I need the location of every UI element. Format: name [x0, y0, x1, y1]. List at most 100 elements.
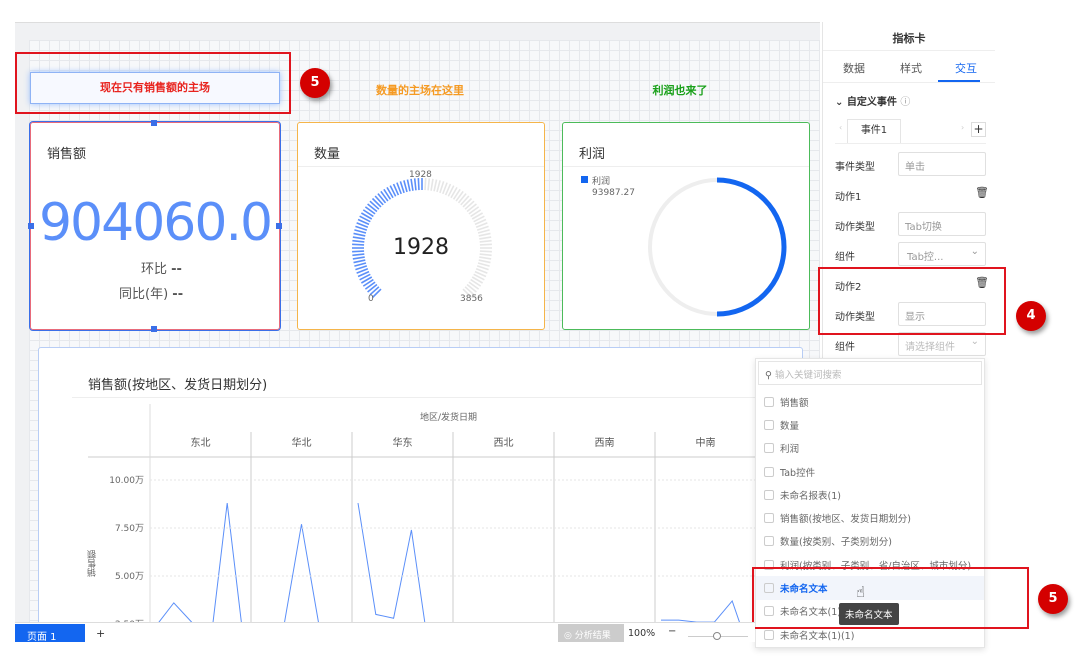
option-label: Tab控件 [780, 467, 816, 479]
action2-type-field[interactable]: 显示 [898, 302, 986, 326]
text-widget-sales[interactable]: 现在只有销售额的主场 [30, 72, 280, 104]
gauge-card-quantity[interactable]: 数量 1928 1928 0 3856 [297, 122, 545, 330]
checkbox[interactable] [764, 419, 774, 430]
card-title: 销售额 [47, 147, 87, 162]
dropdown-option[interactable]: 未命名文本(1) [756, 600, 984, 623]
gauge-tick [468, 206, 480, 215]
event-type-field[interactable]: 单击 [898, 152, 986, 176]
gauge-tick [460, 195, 470, 206]
checkbox[interactable] [764, 489, 774, 500]
gauge-tick [479, 243, 492, 246]
gauge-tick [424, 178, 427, 191]
checkbox[interactable] [764, 559, 774, 570]
gauge-tick [360, 212, 373, 220]
mom-label: 环比 [141, 262, 168, 277]
trash-icon[interactable]: 🗑 [975, 276, 989, 289]
gauge-tick [466, 283, 477, 293]
gauge-tick [369, 200, 380, 210]
gauge-tick [360, 276, 373, 284]
gauge-tick [356, 222, 369, 228]
checkbox[interactable] [764, 443, 774, 454]
dropdown-option[interactable]: 数量(按类别、子类别划分) [756, 530, 984, 553]
gauge-tick [479, 239, 492, 243]
section-custom-events[interactable]: ⌄ 自定义事件 ⓘ [835, 93, 910, 108]
resize-handle[interactable] [276, 223, 282, 229]
resize-handle[interactable] [151, 326, 157, 332]
dropdown-option[interactable]: 销售额(按地区、发货日期划分) [756, 506, 984, 529]
dropdown-option[interactable]: 未命名文本 [756, 576, 984, 600]
gauge-tick [477, 229, 490, 234]
kpi-card-sales[interactable]: 销售额 904060.0 环比 -- 同比(年) -- [28, 120, 282, 332]
tab-style[interactable]: 样式 [900, 62, 922, 75]
event-tab-1[interactable]: 事件1 [847, 119, 901, 143]
resize-handle[interactable] [28, 223, 34, 229]
checkbox[interactable] [764, 536, 774, 547]
analysis-result-button[interactable]: ◎ 分析结果 [558, 624, 624, 642]
checkbox[interactable] [764, 513, 774, 524]
gauge-tick [352, 243, 365, 246]
gauge-tick [417, 178, 420, 191]
gauge-tick [427, 178, 431, 191]
dropdown-option[interactable]: 利润 [756, 437, 984, 460]
action1-component-select[interactable]: Tab控... ⌄ [898, 242, 986, 266]
line-chart-card[interactable] [38, 347, 803, 627]
add-event-button[interactable]: + [971, 122, 986, 137]
action2-component-select[interactable]: 请选择组件 ⌄ [898, 332, 986, 356]
series-line-0 [158, 502, 242, 622]
gauge-tick [353, 259, 366, 264]
checkbox[interactable] [764, 396, 774, 407]
gauge-tick [444, 183, 452, 196]
resize-handle[interactable] [151, 120, 157, 126]
zoom-slider-handle[interactable] [713, 632, 721, 640]
series-line-2 [357, 502, 426, 622]
dropdown-option[interactable]: 数量 [756, 413, 984, 436]
zoom-out-button[interactable]: − [668, 626, 677, 637]
checkbox[interactable] [764, 606, 774, 617]
ring-card-profit[interactable]: 利润 利润 93987.27 [562, 122, 810, 330]
dropdown-option[interactable]: 销售额 [756, 390, 984, 413]
gauge-tick [354, 229, 367, 234]
gauge-min-label: 0 [368, 294, 374, 304]
yoy-label: 同比(年) [119, 287, 169, 302]
page-tab-1[interactable]: 页面 1 [15, 624, 85, 643]
action1-label: 动作1 [835, 192, 862, 203]
gauge-tick [364, 206, 376, 215]
dropdown-search-input[interactable]: ⚲ 输入关键词搜索 [758, 361, 982, 385]
text-widget-profit[interactable]: 利润也来了 [652, 84, 708, 97]
gauge-tick [355, 225, 368, 231]
gauge-tick [352, 239, 365, 243]
checkbox[interactable] [764, 466, 774, 477]
gauge-tick [474, 218, 487, 226]
card-title: 利润 [579, 147, 606, 162]
action1-type-field[interactable]: Tab切换 [898, 212, 986, 236]
gauge-chart [352, 178, 492, 299]
scroll-left-icon[interactable]: ‹ [839, 123, 843, 132]
checkbox[interactable] [764, 583, 774, 594]
add-page-button[interactable]: + [96, 627, 106, 640]
gauge-tick [367, 203, 378, 213]
help-icon[interactable]: ⓘ [900, 97, 911, 108]
tab-interaction[interactable]: 交互 [955, 62, 977, 75]
gauge-tick [475, 268, 488, 274]
gauge-tick [470, 278, 482, 287]
text-widget-quantity[interactable]: 数量的主场在这里 [376, 84, 464, 97]
ring-chart [648, 177, 787, 317]
component-label: 组件 [835, 252, 855, 263]
chevron-down-icon: ⌄ [970, 246, 979, 257]
analysis-label: 分析结果 [574, 631, 611, 641]
gauge-tick [413, 178, 417, 191]
legend-value: 93987.27 [592, 188, 635, 198]
dropdown-option[interactable]: 利润(按类别、子类别、省/自治区、城市划分) [756, 553, 984, 576]
trash-icon[interactable]: 🗑 [975, 186, 989, 199]
checkbox[interactable] [764, 629, 774, 640]
tab-data[interactable]: 数据 [843, 62, 865, 75]
category-label: 中南 [696, 436, 716, 449]
dropdown-option[interactable]: 未命名报表(1) [756, 483, 984, 506]
legend-label: 利润 [592, 177, 611, 187]
gauge-tick [476, 225, 489, 231]
dropdown-option[interactable]: 未命名文本(1)(1) [756, 623, 984, 646]
gauge-tick [479, 253, 492, 257]
scroll-right-icon[interactable]: › [961, 123, 965, 132]
event-type-label: 事件类型 [835, 162, 875, 173]
dropdown-option[interactable]: Tab控件 [756, 460, 984, 483]
